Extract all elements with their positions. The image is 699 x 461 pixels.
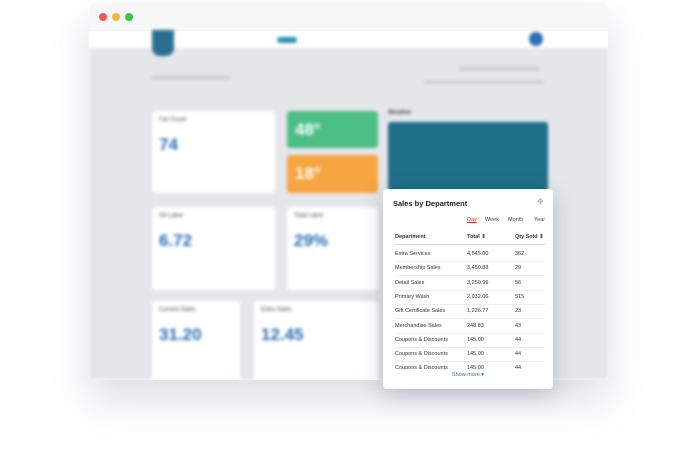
card-title: Car Count bbox=[159, 117, 187, 123]
weather-panel bbox=[388, 122, 548, 194]
table-cell: Gift Certificate Sales bbox=[395, 308, 446, 315]
table-cell: 44 bbox=[515, 365, 522, 370]
table-cell: 145.00 bbox=[467, 336, 484, 343]
tabs-placeholder bbox=[424, 80, 544, 84]
temp-card: 18° bbox=[287, 155, 378, 193]
table-cell: Coupons & Discounts bbox=[395, 336, 448, 343]
date-placeholder bbox=[459, 66, 539, 71]
table-cell: Coupons & Discounts bbox=[395, 351, 448, 358]
panel-title: Sales by Department bbox=[393, 199, 468, 208]
table-cell: 2,932.06 bbox=[467, 293, 489, 300]
card: Current Sales 31.20 bbox=[152, 301, 240, 380]
table-cell: 3,250.99 bbox=[467, 279, 489, 286]
close-dot[interactable] bbox=[99, 13, 107, 21]
card-value: 12.45 bbox=[261, 325, 304, 344]
card: Oil Labor 6.72 bbox=[152, 207, 275, 290]
tab[interactable]: Week bbox=[485, 217, 499, 223]
sales-panel: Sales by Department ✥ Day Week Month Yea… bbox=[383, 189, 553, 389]
table-cell: 145.00 bbox=[467, 351, 484, 358]
tab[interactable]: Day bbox=[467, 217, 477, 223]
table-row: Primary Wash 2,932.06 515 bbox=[395, 290, 545, 305]
table-cell: 515 bbox=[515, 293, 525, 300]
table-cell: Extra Services bbox=[395, 251, 431, 257]
table-cell: 44 bbox=[515, 351, 522, 358]
table-cell: Detail Sales bbox=[395, 279, 425, 286]
temp-card: 48° bbox=[287, 111, 378, 148]
table-cell: 362 bbox=[515, 251, 525, 257]
table-cell: 248.83 bbox=[467, 322, 484, 329]
table-cell: 3,450.88 bbox=[467, 265, 489, 272]
top-nav bbox=[89, 30, 608, 48]
card-value: 74 bbox=[159, 135, 178, 154]
table-cell: Membership Sales bbox=[395, 265, 441, 272]
column-header[interactable]: Qty Sold ⇕ bbox=[515, 234, 544, 240]
table-row: Merchandise Sales 248.83 43 bbox=[395, 319, 545, 334]
tab[interactable]: Year bbox=[534, 217, 546, 223]
card: Total Labor 29% bbox=[287, 207, 378, 290]
table-row: Coupons & Discounts 145.00 44 bbox=[395, 333, 545, 348]
temp: 18° bbox=[295, 164, 321, 183]
card-value: 29% bbox=[294, 231, 329, 250]
table-cell: 4,545.00 bbox=[467, 251, 489, 257]
table-cell: 1,226.77 bbox=[467, 308, 489, 315]
card-value: 6.72 bbox=[159, 231, 193, 250]
table-row: Detail Sales 3,250.99 56 bbox=[395, 276, 545, 291]
avatar bbox=[529, 32, 543, 46]
column-header[interactable]: Total ⇕ bbox=[467, 234, 486, 240]
table-row: Membership Sales 3,450.88 29 bbox=[395, 261, 545, 277]
card: Extra Sales 12.45 bbox=[254, 301, 378, 380]
table-row: Extra Services 4,545.00 362 bbox=[395, 247, 545, 262]
weather-title: Weather bbox=[388, 110, 412, 116]
table-cell: 56 bbox=[515, 279, 522, 286]
card-title: Current Sales bbox=[159, 307, 196, 313]
card: Car Count 74 bbox=[152, 111, 275, 193]
column-header: Department bbox=[395, 234, 426, 240]
table-cell: 43 bbox=[515, 322, 522, 329]
card-title: Oil Labor bbox=[159, 213, 184, 219]
heading-placeholder bbox=[151, 75, 231, 80]
show-more[interactable]: Show more ▾ bbox=[451, 372, 485, 378]
table-row: Coupons & Discounts 145.00 44 bbox=[395, 361, 545, 369]
table-cell: Coupons & Discounts bbox=[395, 365, 448, 370]
nav-button bbox=[277, 37, 297, 43]
card-value: 31.20 bbox=[159, 325, 202, 344]
card-title: Total Labor bbox=[294, 213, 324, 219]
logo bbox=[152, 30, 174, 56]
title-bar bbox=[89, 3, 608, 31]
table-cell: Merchandise Sales bbox=[395, 322, 442, 329]
table-cell: 44 bbox=[515, 336, 522, 343]
table-cell: 23 bbox=[515, 308, 522, 315]
table-cell: 29 bbox=[515, 265, 522, 272]
card-title: Extra Sales bbox=[261, 307, 292, 313]
table-cell: 145.00 bbox=[467, 365, 484, 370]
temp: 48° bbox=[295, 120, 321, 139]
table-cell: Primary Wash bbox=[395, 293, 430, 300]
table-row: Gift Certificate Sales 1,226.77 23 bbox=[395, 304, 545, 320]
table-header: Department Total ⇕ Qty Sold ⇕ bbox=[395, 230, 545, 245]
tab[interactable]: Month bbox=[508, 217, 524, 223]
move-icon[interactable]: ✥ bbox=[537, 197, 544, 206]
minimize-dot[interactable] bbox=[112, 13, 120, 21]
table-row: Coupons & Discounts 145.00 44 bbox=[395, 347, 545, 363]
maximize-dot[interactable] bbox=[125, 13, 133, 21]
